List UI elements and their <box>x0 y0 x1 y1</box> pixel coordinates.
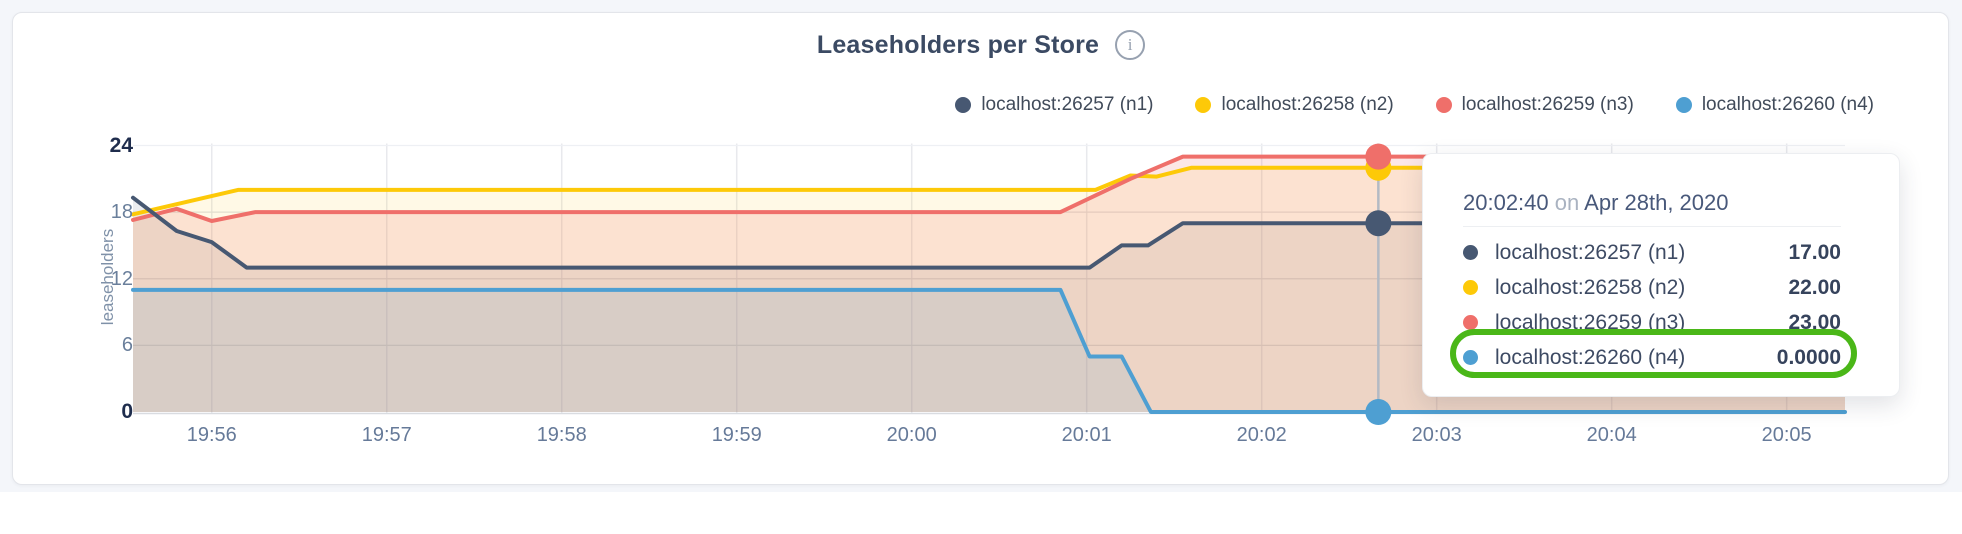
tooltip-series-value: 23.00 <box>1788 310 1841 334</box>
x-tick: 20:03 <box>1411 424 1462 446</box>
hover-dot-4 <box>1365 399 1392 425</box>
legend-label: localhost:26260 (n4) <box>1701 94 1874 115</box>
series-line-3 <box>131 154 1847 223</box>
legend-label: localhost:26259 (n3) <box>1461 94 1634 115</box>
tooltip-series-value: 22.00 <box>1788 275 1841 299</box>
series-dot-n3 <box>1463 315 1478 330</box>
tooltip-row-n2: localhost:26258 (n2) 22.00 <box>1463 270 1841 305</box>
tooltip-series-label: localhost:26259 (n3) <box>1495 310 1686 334</box>
series-area-4 <box>133 289 1845 412</box>
series-dot-n2 <box>1463 280 1478 295</box>
hover-dot-1 <box>1365 210 1392 237</box>
tooltip-series-label: localhost:26257 (n1) <box>1495 240 1686 264</box>
x-tick: 19:56 <box>186 424 237 446</box>
series-line-1 <box>131 195 1847 270</box>
x-tick: 20:01 <box>1061 424 1112 446</box>
tooltip-series-value: 0.0000 <box>1776 345 1841 369</box>
x-tick: 20:02 <box>1236 424 1287 446</box>
legend-label: localhost:26258 (n2) <box>1221 94 1394 115</box>
chart-header: Leaseholders per Store i <box>0 30 1962 60</box>
tooltip-time: 20:02:40 <box>1463 190 1549 215</box>
x-tick: 19:57 <box>361 424 412 446</box>
hover-dot-3 <box>1365 143 1392 170</box>
legend-dot-n2 <box>1195 97 1212 113</box>
legend-dot-n1 <box>955 97 972 113</box>
series-dot-n4 <box>1463 350 1478 365</box>
hover-tooltip: 20:02:40 on Apr 28th, 2020 localhost:262… <box>1422 153 1900 397</box>
tooltip-row-n4: localhost:26260 (n4) 0.0000 <box>1463 340 1841 375</box>
x-tick: 19:59 <box>711 424 762 446</box>
chart-title: Leaseholders per Store <box>816 30 1100 59</box>
y-tick-0: 0 <box>121 400 133 423</box>
tooltip-date: Apr 28th, 2020 <box>1584 190 1729 215</box>
legend-item-n3: localhost:26259 (n3) <box>1435 94 1634 116</box>
tooltip-timestamp: 20:02:40 on Apr 28th, 2020 <box>1463 190 1841 227</box>
y-tick-24: 24 <box>109 133 133 157</box>
info-icon[interactable]: i <box>1115 30 1146 60</box>
legend-dot-n4 <box>1675 97 1692 113</box>
page-background-strip <box>0 492 1962 534</box>
legend-label: localhost:26257 (n1) <box>981 94 1154 115</box>
tooltip-series-value: 17.00 <box>1788 240 1841 264</box>
y-tick-6: 6 <box>121 334 133 357</box>
legend-item-n1: localhost:26257 (n1) <box>955 94 1153 116</box>
tooltip-row-n3: localhost:26259 (n3) 23.00 <box>1463 305 1841 340</box>
legend-dot-n3 <box>1435 97 1452 113</box>
series-line-4 <box>131 287 1847 414</box>
tooltip-series-label: localhost:26260 (n4) <box>1495 345 1686 369</box>
legend-item-n2: localhost:26258 (n2) <box>1195 94 1394 116</box>
y-tick-12: 12 <box>110 267 133 290</box>
series-dot-n1 <box>1463 245 1478 260</box>
series-line-2 <box>131 165 1847 217</box>
x-tick: 20:00 <box>886 424 937 446</box>
tooltip-on-word: on <box>1554 190 1580 215</box>
tooltip-row-n1: localhost:26257 (n1) 17.00 <box>1463 235 1841 270</box>
chart-legend: localhost:26257 (n1) localhost:26258 (n2… <box>955 94 1874 116</box>
legend-item-n4: localhost:26260 (n4) <box>1675 94 1874 116</box>
series-area-1 <box>133 197 1845 412</box>
series-area-3 <box>133 156 1845 412</box>
x-tick: 20:04 <box>1586 424 1637 446</box>
x-tick: 20:05 <box>1761 424 1812 446</box>
x-tick: 19:58 <box>536 424 587 446</box>
tooltip-series-label: localhost:26258 (n2) <box>1495 275 1686 299</box>
y-tick-18: 18 <box>110 201 133 224</box>
